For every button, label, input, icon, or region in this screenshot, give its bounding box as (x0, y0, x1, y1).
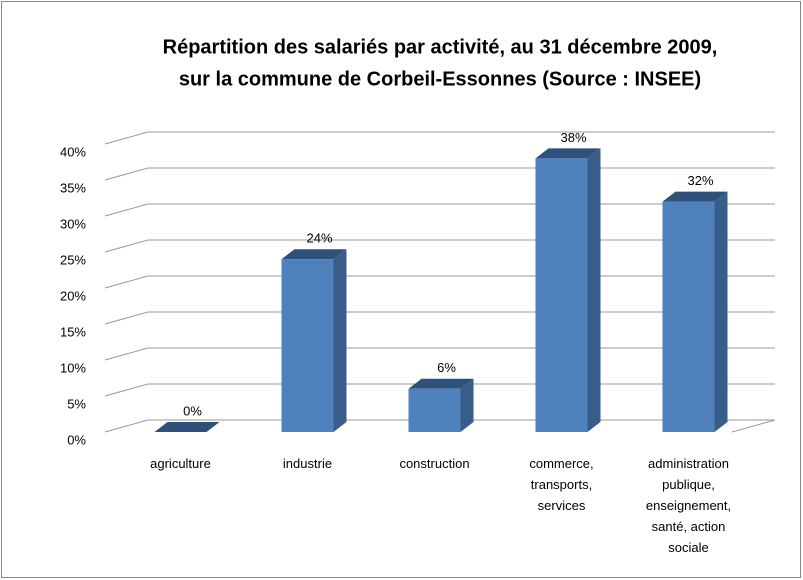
y-tick-label: 20% (60, 288, 86, 303)
bar (408, 388, 461, 432)
bar-side (587, 148, 601, 432)
bar-top (154, 422, 220, 432)
x-tick-label: industrie (283, 456, 332, 471)
data-label: 0% (183, 403, 202, 418)
bar-side (333, 249, 347, 432)
chart-title: sur la commune de Corbeil-Essonnes (Sour… (179, 68, 701, 90)
x-tick-label: agriculture (150, 456, 211, 471)
data-label: 24% (306, 231, 332, 246)
bar (281, 259, 334, 432)
bar-top (408, 378, 474, 389)
y-tick-label: 0% (67, 432, 86, 447)
y-tick-label: 35% (60, 180, 86, 195)
bar-top (535, 148, 601, 159)
data-label: 38% (560, 130, 586, 145)
bar-top (281, 249, 347, 260)
x-tick-label: administration publique, enseignement, sant… (646, 456, 731, 555)
y-tick-label: 40% (60, 144, 86, 159)
bar-side (460, 378, 474, 432)
bar (535, 158, 588, 432)
y-tick-label: 25% (60, 252, 86, 267)
y-tick-label: 10% (60, 360, 86, 375)
y-tick-label: 5% (67, 396, 86, 411)
bar-side (714, 191, 728, 432)
x-tick-label: commerce, transports, services (529, 456, 593, 513)
bar (662, 201, 715, 432)
chart-title: Répartition des salariés par activité, a… (163, 36, 718, 58)
grid-line (104, 131, 775, 145)
data-label: 32% (687, 173, 713, 188)
x-tick-label: construction (399, 456, 469, 471)
y-tick-label: 30% (60, 216, 86, 231)
y-tick-label: 15% (60, 324, 86, 339)
bar-top (662, 191, 728, 202)
data-label: 6% (437, 360, 456, 375)
